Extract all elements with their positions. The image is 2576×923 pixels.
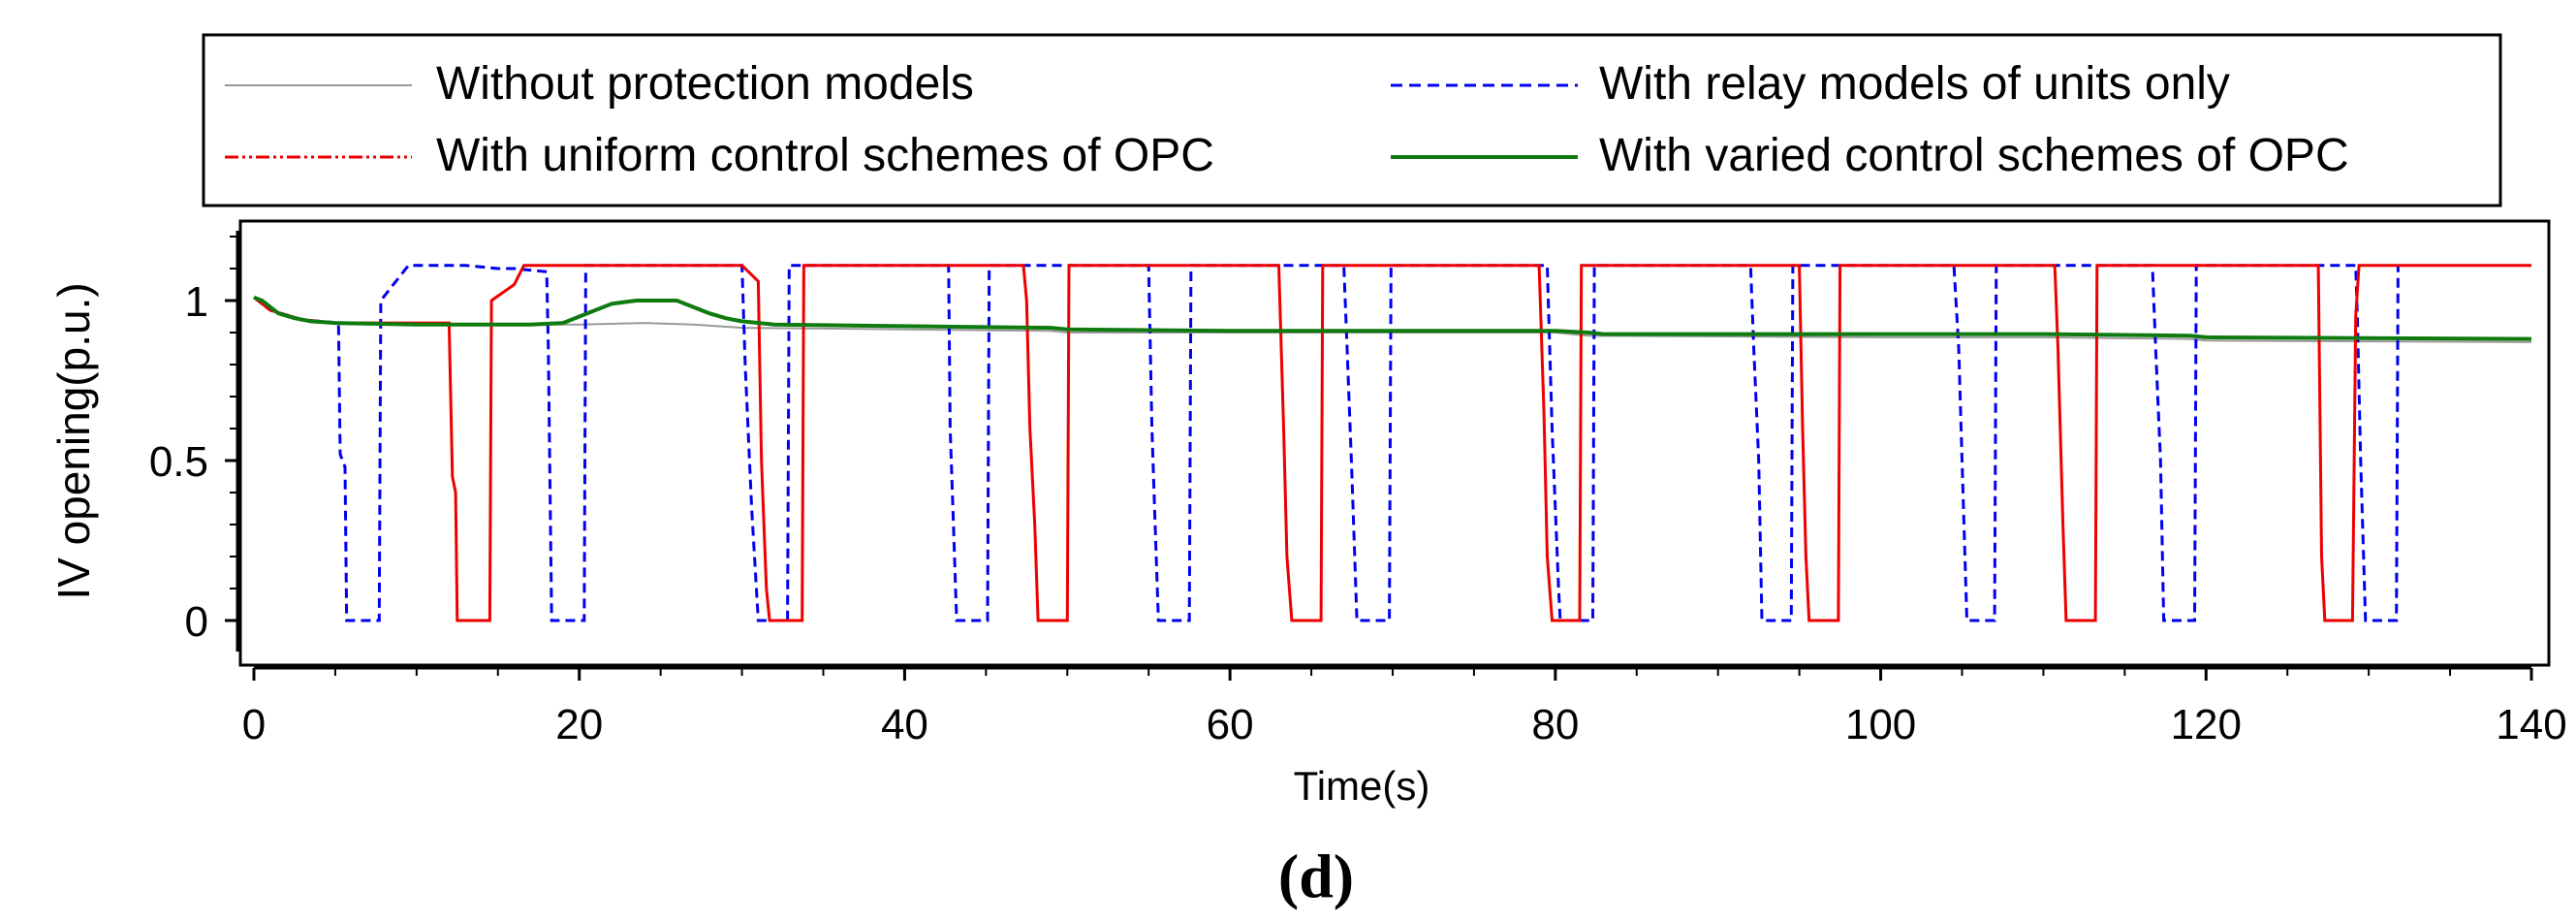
legend-label-relay-models: With relay models of units only: [1599, 58, 2230, 110]
x-tick-label: 60: [1207, 701, 1254, 748]
series-layer: [253, 264, 2532, 622]
y-axis-title: IV opening(p.u.): [48, 282, 99, 599]
x-tick-label: 100: [1845, 701, 1916, 748]
y-tick-label: 1: [185, 278, 208, 326]
panel-label: (d): [1278, 842, 1354, 910]
x-tick-label: 140: [2496, 701, 2566, 748]
legend: Without protection models With relay mod…: [202, 33, 2502, 207]
x-axis-title: Time(s): [1294, 763, 1430, 809]
legend-frame: [202, 33, 2502, 207]
x-tick-label: 80: [1531, 701, 1579, 748]
plot-frame: [238, 219, 2551, 667]
legend-label-uniform-opc: With uniform control schemes of OPC: [436, 130, 1214, 181]
x-tick-label: 0: [242, 701, 266, 748]
x-tick-label: 40: [881, 701, 928, 748]
series-varied-opc: [253, 295, 2532, 341]
y-tick-label: 0: [185, 598, 208, 646]
x-tick-label: 120: [2171, 701, 2242, 748]
legend-label-without-protection: Without protection models: [436, 58, 974, 110]
y-tick-label: 0.5: [149, 438, 208, 486]
axes: 0 20 40 60 80 100 120 140 0 0.5 1: [149, 231, 2567, 748]
legend-label-varied-opc: With varied control schemes of OPC: [1599, 130, 2349, 181]
series-uniform-opc: [253, 264, 2531, 622]
x-tick-label: 20: [555, 701, 603, 748]
